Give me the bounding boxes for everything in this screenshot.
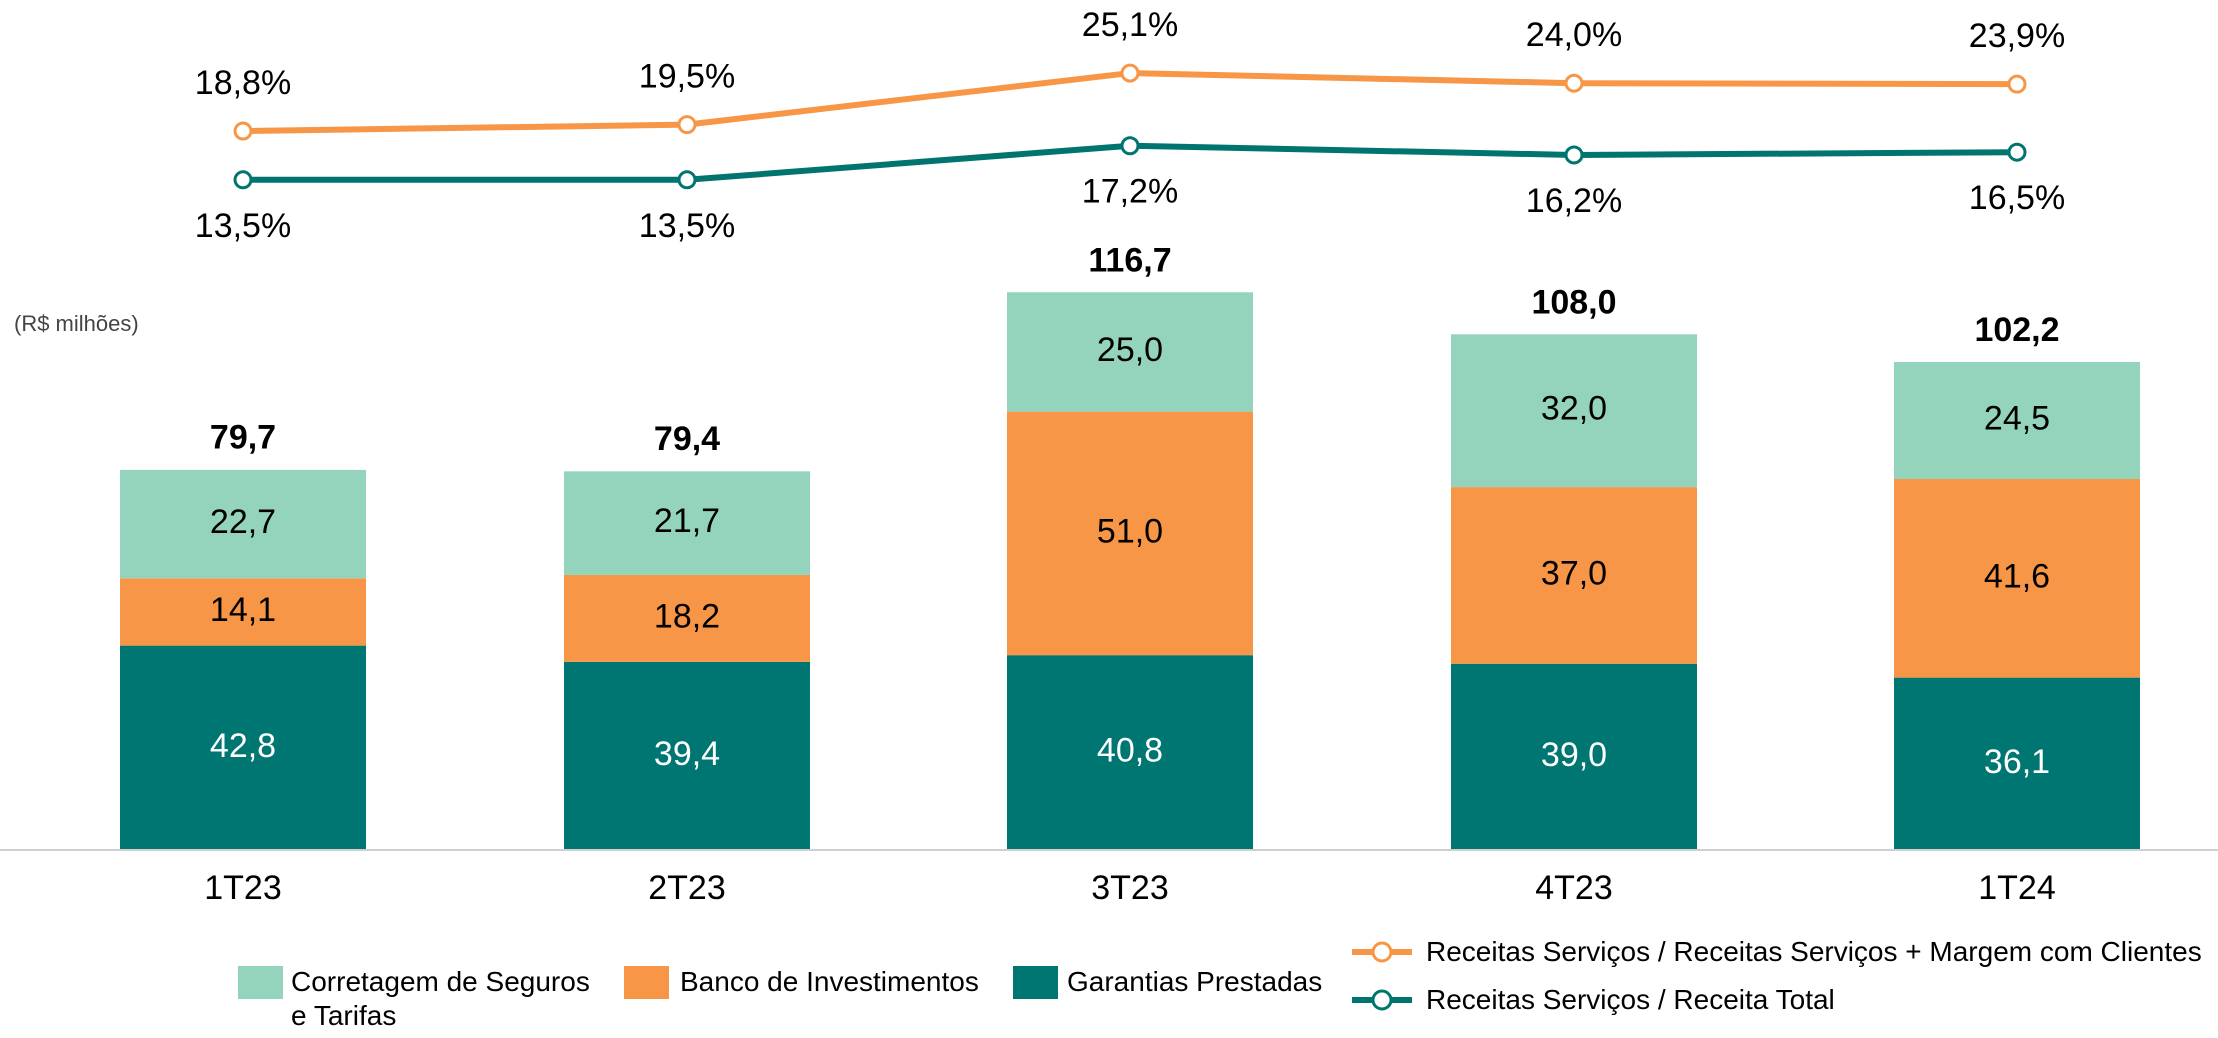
bar-segment <box>120 469 366 579</box>
value-label: 25,0 <box>1097 331 1163 369</box>
line-label: 23,9% <box>1969 17 2065 55</box>
total-label: 108,0 <box>1531 283 1616 321</box>
legend-label: Receitas Serviços / Receita Total <box>1426 984 1835 1015</box>
line-label: 25,1% <box>1082 6 1178 44</box>
line-label: 17,2% <box>1082 173 1178 211</box>
line-marker <box>233 170 253 190</box>
x-tick-label: 3T23 <box>1091 869 1169 907</box>
x-tick-label: 1T23 <box>204 869 282 907</box>
bar-segment <box>1007 655 1253 850</box>
total-label: 79,4 <box>654 420 720 458</box>
legend-label: Banco de Investimentos <box>680 966 979 997</box>
legend-label: Corretagem de Seguros e Tarifas <box>291 966 590 1031</box>
bar-segment <box>1451 663 1697 850</box>
line-label: 13,5% <box>195 207 291 245</box>
bar-segment <box>1451 334 1697 488</box>
bar-segment <box>564 574 810 662</box>
unit-label: (R$ milhões) <box>14 311 139 336</box>
value-label: 21,7 <box>654 502 720 540</box>
line-label: 24,0% <box>1526 16 1622 54</box>
x-tick-label: 4T23 <box>1535 869 1613 907</box>
value-label: 40,8 <box>1097 732 1163 770</box>
line-marker <box>677 115 697 135</box>
bar-segment <box>1894 478 2140 678</box>
legend-label: Garantias Prestadas <box>1067 966 1323 997</box>
value-label: 41,6 <box>1984 557 2050 595</box>
value-label: 42,8 <box>210 727 276 765</box>
line-label: 18,8% <box>195 64 291 102</box>
legend-label: Receitas Serviços / Receitas Serviços + … <box>1426 936 2202 967</box>
bar-segment <box>564 471 810 575</box>
bar-segment <box>564 661 810 850</box>
legend-marker <box>1371 989 1393 1011</box>
line-marker <box>1564 73 1584 93</box>
value-label: 37,0 <box>1541 554 1607 592</box>
legend-swatch <box>624 966 669 999</box>
value-label: 24,5 <box>1984 399 2050 437</box>
value-label: 51,0 <box>1097 512 1163 550</box>
total-label: 116,7 <box>1088 242 1171 280</box>
bar-segment <box>1007 292 1253 412</box>
value-label: 14,1 <box>210 591 276 629</box>
bar-segment <box>1007 411 1253 656</box>
line-marker <box>233 121 253 141</box>
line-marker <box>677 170 697 190</box>
line-label: 19,5% <box>639 58 735 96</box>
total-label: 79,7 <box>210 418 276 456</box>
value-label: 39,0 <box>1541 736 1607 774</box>
value-label: 18,2 <box>654 597 720 635</box>
line-label: 16,5% <box>1969 179 2065 217</box>
bar-segment <box>120 578 366 646</box>
bar-segment <box>120 645 366 850</box>
value-label: 32,0 <box>1541 390 1607 428</box>
legend-marker <box>1371 941 1393 963</box>
value-label: 22,7 <box>210 503 276 541</box>
x-tick-label: 1T24 <box>1978 869 2056 907</box>
line-marker <box>1120 63 1140 83</box>
value-label: 39,4 <box>654 735 720 773</box>
line-marker <box>1120 136 1140 156</box>
legend-swatch <box>1013 966 1058 999</box>
value-label: 36,1 <box>1984 743 2050 781</box>
bar-segment <box>1894 677 2140 850</box>
line-marker <box>2007 142 2027 162</box>
line-marker <box>2007 74 2027 94</box>
line-marker <box>1564 145 1584 165</box>
line-label: 13,5% <box>639 207 735 245</box>
bar-segment <box>1451 487 1697 664</box>
line-label: 16,2% <box>1526 182 1622 220</box>
total-label: 102,2 <box>1974 311 2059 349</box>
legend-swatch <box>238 966 283 999</box>
x-tick-label: 2T23 <box>648 869 726 907</box>
bar-segment <box>1894 361 2140 479</box>
